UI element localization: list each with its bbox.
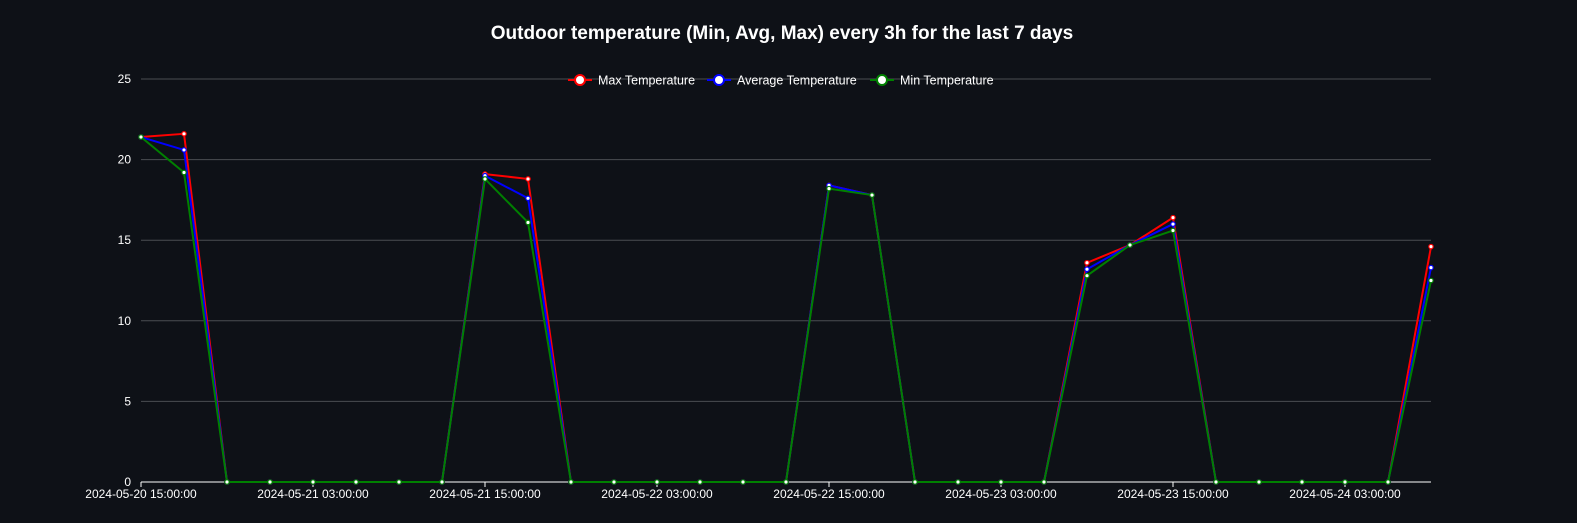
x-tick-label: 2024-05-23 15:00:00 (1117, 487, 1229, 501)
data-point[interactable] (267, 479, 273, 485)
data-point[interactable] (1084, 272, 1090, 279)
legend-marker (876, 74, 888, 86)
series-lines (138, 131, 1434, 485)
x-axis-tick-labels: 2024-05-20 15:00:00 2024-05-21 03:00:00 20… (85, 482, 1401, 501)
data-point[interactable] (783, 479, 789, 485)
data-point[interactable] (525, 195, 531, 202)
data-point[interactable] (1170, 227, 1176, 234)
data-point[interactable] (1428, 277, 1434, 284)
legend-label: Max Temperature (598, 74, 695, 88)
legend-label: Average Temperature (737, 74, 857, 88)
data-point[interactable] (439, 479, 445, 485)
data-point[interactable] (568, 479, 574, 485)
x-tick-label: 2024-05-24 03:00:00 (1289, 487, 1401, 501)
data-point[interactable] (1170, 214, 1176, 221)
chart-title: Outdoor temperature (Min, Avg, Max) ever… (491, 23, 1073, 44)
y-tick-label: 25 (118, 72, 132, 86)
data-point[interactable] (998, 479, 1004, 485)
series-2 (138, 134, 1434, 485)
x-tick-label: 2024-05-21 03:00:00 (257, 487, 369, 501)
data-point[interactable] (654, 479, 660, 485)
x-tick-label: 2024-05-22 03:00:00 (601, 487, 713, 501)
legend-label: Min Temperature (900, 74, 994, 88)
series-1 (138, 134, 1434, 485)
data-point[interactable] (181, 169, 187, 176)
data-point[interactable] (138, 134, 144, 140)
data-point[interactable] (482, 176, 488, 182)
series-line (140, 136, 1432, 483)
legend-marker (713, 74, 725, 86)
data-point[interactable] (1385, 479, 1391, 485)
data-point[interactable] (1299, 479, 1305, 485)
x-tick-label: 2024-05-21 15:00:00 (429, 487, 541, 501)
data-point[interactable] (181, 131, 187, 137)
data-point[interactable] (1213, 479, 1219, 485)
data-point[interactable] (955, 479, 961, 485)
data-point[interactable] (1084, 266, 1090, 273)
data-point[interactable] (396, 479, 402, 485)
y-tick-label: 10 (118, 314, 132, 328)
legend-item[interactable]: Average Temperature (707, 74, 857, 88)
data-point[interactable] (181, 147, 187, 153)
data-point[interactable] (740, 479, 746, 485)
data-point[interactable] (1342, 479, 1348, 485)
data-point[interactable] (1256, 479, 1262, 485)
data-point[interactable] (912, 479, 918, 485)
data-point[interactable] (310, 479, 316, 485)
data-point[interactable] (697, 479, 703, 485)
data-point[interactable] (1428, 243, 1434, 250)
y-tick-label: 5 (124, 394, 131, 408)
y-tick-label: 15 (118, 233, 132, 247)
x-tick-label: 2024-05-20 15:00:00 (85, 487, 197, 501)
legend[interactable]: Max Temperature Average Temperature Min Te… (568, 74, 994, 88)
y-tick-label: 20 (118, 153, 132, 167)
legend-item[interactable]: Min Temperature (870, 74, 994, 88)
data-point[interactable] (1041, 479, 1047, 485)
y-axis-tick-labels: 0 5 10 15 20 25 (118, 72, 132, 489)
data-point[interactable] (1428, 264, 1434, 271)
x-tick-label: 2024-05-23 03:00:00 (945, 487, 1057, 501)
data-point[interactable] (1170, 221, 1176, 227)
data-point[interactable] (869, 192, 875, 198)
series-line (140, 132, 1432, 483)
series-0 (138, 131, 1434, 485)
data-point[interactable] (353, 479, 359, 485)
data-point[interactable] (611, 479, 617, 485)
data-point[interactable] (1084, 259, 1090, 266)
data-point[interactable] (1127, 242, 1133, 248)
x-tick-label: 2024-05-22 15:00:00 (773, 487, 885, 501)
data-point[interactable] (224, 479, 230, 485)
legend-item[interactable]: Max Temperature (568, 74, 695, 88)
data-point[interactable] (826, 185, 832, 192)
series-line (140, 136, 1432, 483)
legend-marker (574, 74, 586, 86)
y-tick-label: 0 (124, 475, 131, 489)
data-point[interactable] (525, 219, 531, 226)
grid-lines (141, 78, 1431, 483)
data-point[interactable] (525, 176, 531, 182)
